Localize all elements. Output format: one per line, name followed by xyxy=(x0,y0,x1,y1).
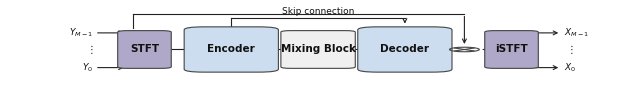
FancyBboxPatch shape xyxy=(118,31,172,68)
Text: $Y_{M-1}$: $Y_{M-1}$ xyxy=(69,27,93,39)
FancyBboxPatch shape xyxy=(358,27,452,72)
Text: Mixing Block: Mixing Block xyxy=(280,44,356,54)
Text: STFT: STFT xyxy=(130,44,159,54)
Text: $X_{M-1}$: $X_{M-1}$ xyxy=(564,27,589,39)
Text: $Y_0$: $Y_0$ xyxy=(83,61,93,74)
Text: $\vdots$: $\vdots$ xyxy=(86,43,93,56)
Text: Skip connection: Skip connection xyxy=(282,7,355,16)
Text: $\vdots$: $\vdots$ xyxy=(566,43,573,56)
FancyBboxPatch shape xyxy=(484,31,538,68)
FancyBboxPatch shape xyxy=(281,31,355,68)
Text: iSTFT: iSTFT xyxy=(495,44,528,54)
Text: Encoder: Encoder xyxy=(207,44,255,54)
FancyBboxPatch shape xyxy=(184,27,278,72)
Text: $X_0$: $X_0$ xyxy=(564,61,576,74)
Text: Decoder: Decoder xyxy=(380,44,429,54)
